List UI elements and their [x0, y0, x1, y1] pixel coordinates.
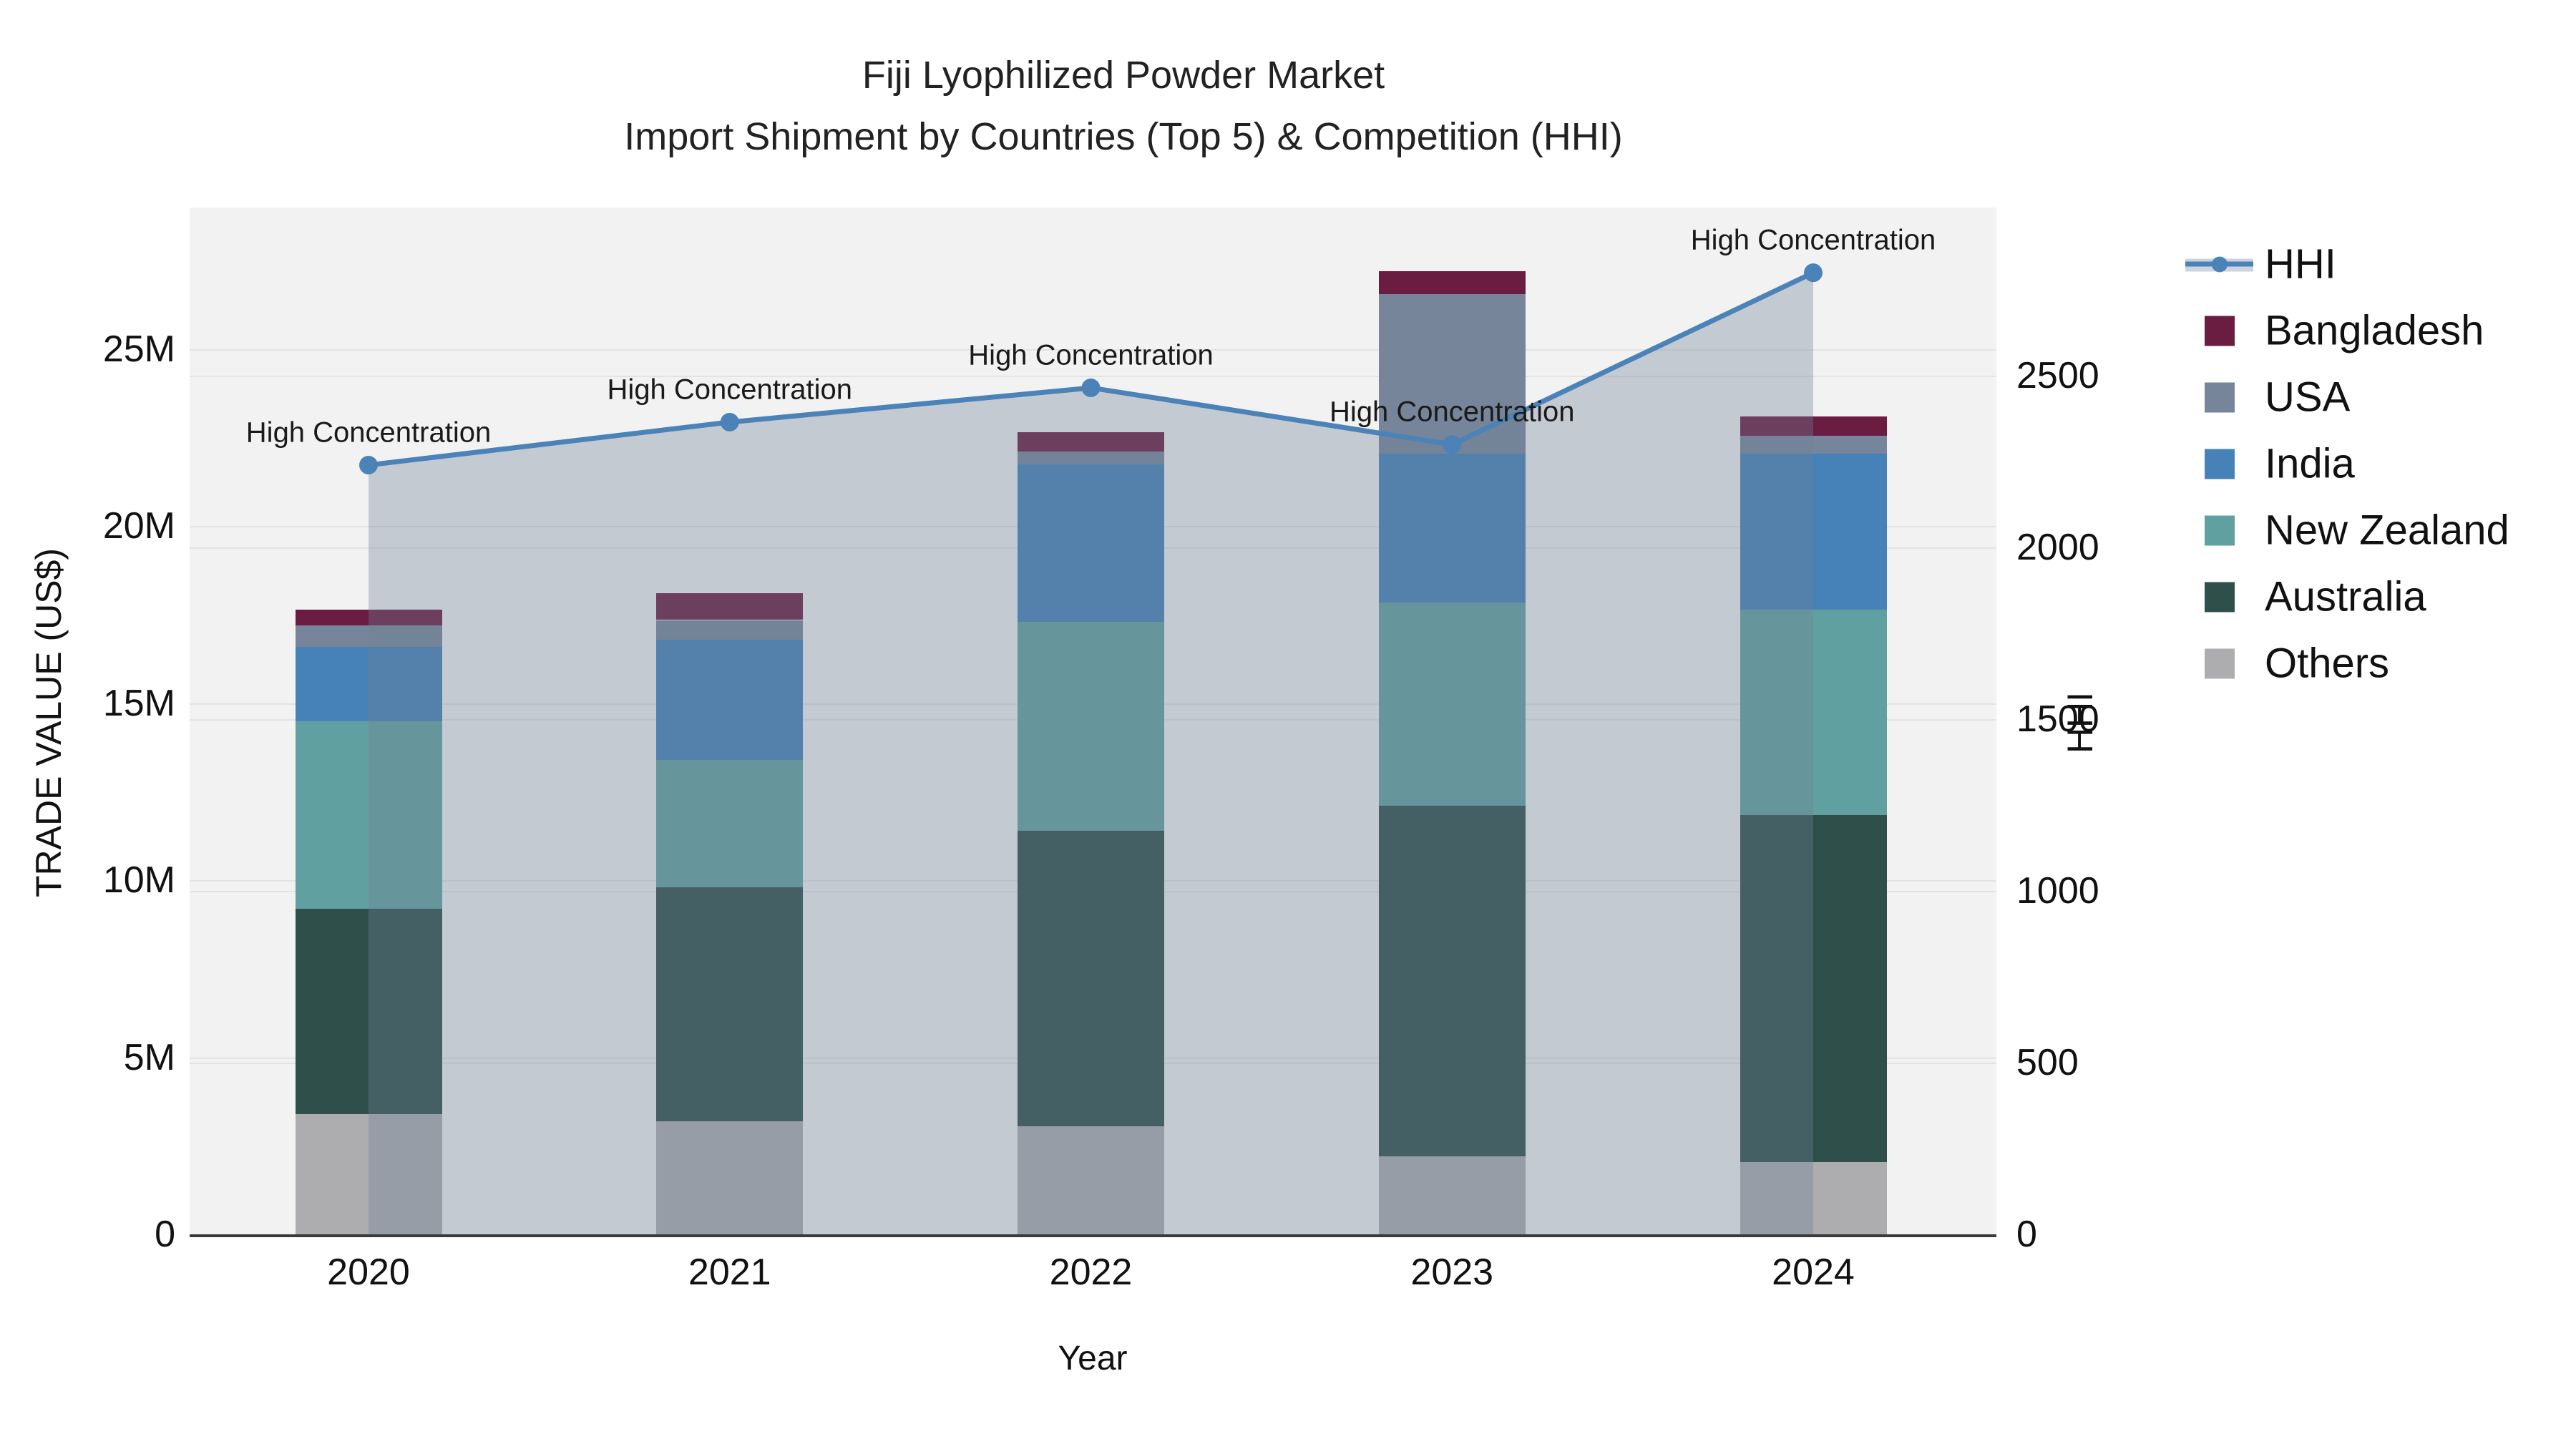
- gridline-right-axis: [190, 376, 1996, 378]
- x-axis-tick-label: 2024: [1772, 1252, 1855, 1293]
- bar-segment-india[interactable]: [295, 646, 442, 721]
- y2-axis-tick-label: 1500: [2016, 698, 2099, 741]
- legend-item-bangladesh[interactable]: Bangladesh: [2185, 307, 2484, 355]
- hhi-annotation: High Concentration: [607, 374, 852, 406]
- chart-title-line1: Fiji Lyophilized Powder Market: [862, 54, 1385, 97]
- legend-swatch-icon: [2185, 515, 2253, 545]
- bar-segment-others[interactable]: [1378, 1156, 1526, 1234]
- hhi-marker[interactable]: [1443, 435, 1462, 454]
- color-swatch-icon: [2204, 582, 2235, 612]
- bar-segment-bangladesh[interactable]: [1740, 416, 1887, 436]
- y2-axis-tick-label: 1000: [2016, 870, 2099, 912]
- x-axis-tick-label: 2020: [327, 1252, 410, 1293]
- bar-segment-australia[interactable]: [1378, 806, 1526, 1157]
- bar-segment-others[interactable]: [1740, 1161, 1887, 1234]
- bar-segment-others[interactable]: [295, 1113, 442, 1234]
- hhi-area-fill: [369, 273, 1813, 1235]
- bar-segment-australia[interactable]: [1740, 814, 1887, 1162]
- color-swatch-icon: [2204, 449, 2235, 479]
- legend-label: New Zealand: [2265, 507, 2509, 554]
- legend-swatch-icon: [2185, 582, 2253, 612]
- hhi-marker[interactable]: [720, 412, 739, 431]
- y2-axis-tick-label: 500: [2016, 1042, 2079, 1084]
- bar-segment-usa[interactable]: [295, 625, 442, 647]
- hhi-legend-glyph: [2185, 250, 2253, 278]
- legend-item-usa[interactable]: USA: [2185, 374, 2350, 421]
- bar-segment-others[interactable]: [1018, 1126, 1164, 1234]
- x-axis-tick-label: 2022: [1049, 1252, 1133, 1293]
- hhi-marker[interactable]: [359, 455, 378, 474]
- x-axis-tick-label: 2021: [688, 1252, 771, 1293]
- bar-segment-new-zealand[interactable]: [1018, 621, 1164, 831]
- hhi-marker[interactable]: [1804, 263, 1823, 283]
- bar-segment-india[interactable]: [656, 639, 804, 760]
- bar-segment-bangladesh[interactable]: [1018, 432, 1164, 452]
- y2-axis-tick-label: 0: [2016, 1214, 2037, 1255]
- hhi-annotation: High Concentration: [245, 416, 492, 449]
- legend-label: Bangladesh: [2265, 307, 2484, 354]
- hhi-overlay: [359, 263, 1823, 1235]
- y-axis-tick-label: 25M: [102, 328, 175, 370]
- legend-swatch-icon: [2185, 382, 2253, 412]
- color-swatch-icon: [2204, 382, 2235, 412]
- bar-segment-new-zealand[interactable]: [656, 759, 804, 888]
- y2-axis-tick-label: 2500: [2016, 355, 2099, 397]
- bar-segment-new-zealand[interactable]: [1740, 609, 1887, 815]
- legend-item-new-zealand[interactable]: New Zealand: [2185, 507, 2509, 555]
- color-swatch-icon: [2204, 515, 2235, 545]
- legend-swatch-icon: [2185, 316, 2253, 346]
- y-axis-tick-label: 10M: [102, 859, 175, 902]
- y-axis-title: TRADE VALUE (US$): [29, 547, 69, 898]
- bar-segment-australia[interactable]: [656, 887, 804, 1121]
- legend-label: USA: [2265, 374, 2351, 421]
- hhi-marker[interactable]: [1081, 378, 1101, 397]
- chart-title-line2: Import Shipment by Countries (Top 5) & C…: [624, 115, 1623, 158]
- bar-segment-bangladesh[interactable]: [295, 609, 442, 625]
- bar-segment-australia[interactable]: [1018, 830, 1164, 1127]
- bar-segment-usa[interactable]: [656, 620, 804, 640]
- gridline-left-axis: [190, 348, 1996, 351]
- legend-item-australia[interactable]: Australia: [2185, 573, 2426, 621]
- plot-area: High Concentration High Concentration High…: [190, 208, 1996, 1237]
- y-axis-tick-label: 15M: [102, 682, 175, 724]
- color-swatch-icon: [2204, 316, 2235, 346]
- hhi-marker-dot-icon: [2212, 256, 2228, 272]
- bar-segment-india[interactable]: [1018, 464, 1164, 622]
- legend-swatch-icon: [2185, 449, 2253, 479]
- bar-segment-australia[interactable]: [295, 908, 442, 1114]
- bar-segment-usa[interactable]: [1378, 294, 1526, 454]
- x-axis-title: Year: [1058, 1340, 1128, 1377]
- y2-axis-tick-label: 2000: [2016, 527, 2099, 569]
- bar-segment-others[interactable]: [656, 1121, 804, 1234]
- legend-label: India: [2265, 440, 2355, 487]
- chart-title: Fiji Lyophilized Powder Market Import Sh…: [624, 44, 1623, 167]
- legend-swatch-icon: [2185, 648, 2253, 678]
- hhi-annotation: High Concentration: [1690, 224, 1936, 256]
- bar-segment-usa[interactable]: [1740, 436, 1887, 454]
- color-swatch-icon: [2204, 648, 2235, 678]
- hhi-line-icon: [2185, 250, 2253, 278]
- bar-segment-india[interactable]: [1740, 453, 1887, 610]
- bar-segment-new-zealand[interactable]: [1378, 602, 1526, 806]
- bar-segment-bangladesh[interactable]: [1378, 271, 1526, 295]
- legend-item-india[interactable]: India: [2185, 440, 2355, 488]
- bar-segment-usa[interactable]: [1018, 452, 1164, 464]
- y-axis-tick-label: 0: [155, 1214, 175, 1255]
- y-axis-tick-label: 20M: [102, 505, 175, 547]
- hhi-annotation: High Concentration: [968, 339, 1214, 371]
- legend-item-hhi[interactable]: HHI: [2185, 240, 2336, 288]
- y-axis-tick-label: 5M: [123, 1036, 175, 1078]
- bar-segment-bangladesh[interactable]: [656, 593, 804, 620]
- bar-segment-new-zealand[interactable]: [295, 721, 442, 909]
- x-axis-tick-label: 2023: [1410, 1252, 1494, 1293]
- bar-segment-india[interactable]: [1378, 453, 1526, 602]
- legend-label: HHI: [2265, 240, 2336, 288]
- legend-label: Australia: [2265, 573, 2426, 620]
- legend-item-others[interactable]: Others: [2185, 640, 2389, 688]
- legend-label: Others: [2265, 640, 2390, 687]
- hhi-annotation: High Concentration: [1330, 396, 1575, 428]
